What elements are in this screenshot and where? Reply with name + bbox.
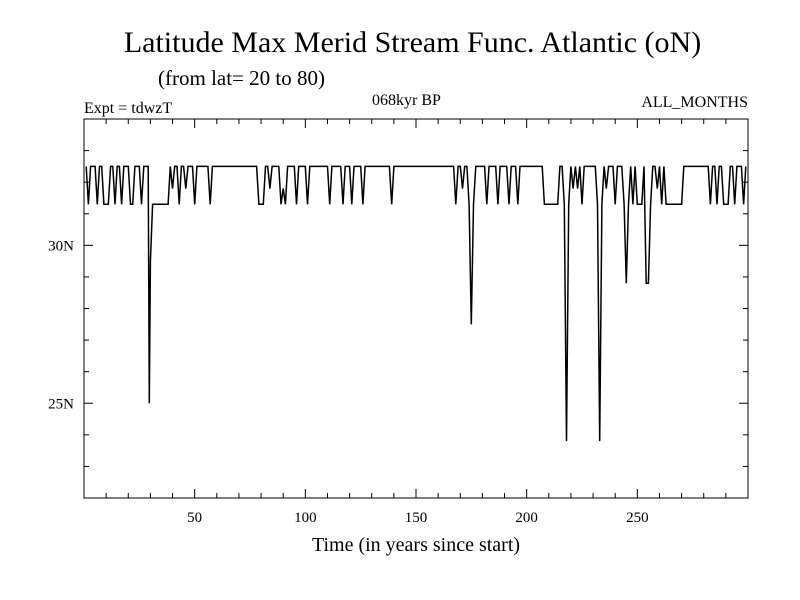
- experiment-label: Expt = tdwzT: [84, 100, 173, 117]
- chart-subtitle: (from lat= 20 to 80): [158, 66, 325, 90]
- series-line: [85, 165, 747, 442]
- y-tick-label: 25N: [48, 396, 74, 412]
- axis-ticks: [84, 119, 748, 498]
- y-tick-label: 30N: [48, 238, 74, 254]
- chart-title: Latitude Max Merid Stream Func. Atlantic…: [123, 26, 702, 59]
- x-tick-label: 150: [405, 510, 428, 526]
- period-label: 068kyr BP: [372, 92, 441, 109]
- x-tick-label: 100: [294, 510, 317, 526]
- axis-tick-labels: 50 100 150 200 250 25N 30N: [48, 238, 648, 526]
- x-tick-label: 250: [626, 510, 649, 526]
- x-tick-label: 50: [187, 510, 202, 526]
- plot-frame: [83, 118, 749, 499]
- x-tick-label: 200: [515, 510, 538, 526]
- months-label: ALL_MONTHS: [641, 94, 748, 111]
- x-axis-title: Time (in years since start): [312, 534, 520, 556]
